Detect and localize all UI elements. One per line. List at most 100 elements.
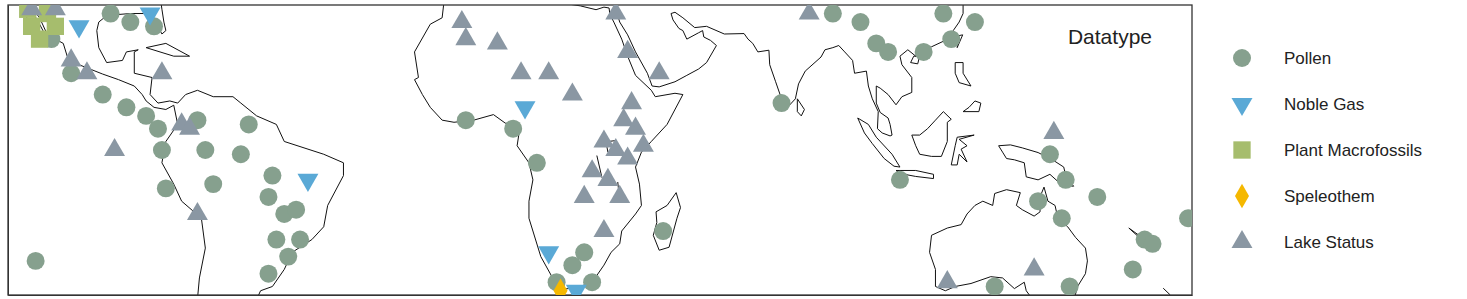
series-group: [554, 279, 568, 295]
coastline: [912, 112, 951, 157]
coastline: [963, 101, 981, 112]
site-marker: [605, 138, 626, 156]
site-marker: [582, 159, 603, 177]
site-marker: [1179, 209, 1192, 227]
site-marker: [455, 27, 476, 45]
site-marker: [773, 94, 791, 112]
site-marker: [45, 5, 66, 15]
coastline: [1163, 288, 1172, 295]
coastline: [146, 43, 189, 56]
site-marker: [232, 145, 250, 163]
legend-title: Datatype: [1068, 25, 1152, 48]
site-marker: [27, 252, 45, 270]
legend-marker: [1233, 141, 1250, 158]
site-marker: [179, 117, 200, 135]
site-marker: [942, 30, 960, 48]
site-marker: [613, 108, 634, 126]
coastline: [32, 7, 206, 295]
series-group: [69, 7, 587, 295]
site-marker: [562, 82, 583, 100]
coastline: [951, 135, 974, 165]
series-group: [27, 5, 1192, 295]
site-marker: [76, 61, 97, 79]
site-marker: [1088, 188, 1106, 206]
map-chart: Datatype Pollen Noble Gas Plant Macrofossil…: [0, 0, 1467, 299]
series-group: [21, 5, 1064, 288]
coastline: [97, 5, 344, 295]
site-marker: [593, 219, 614, 237]
y-axis: [8, 6, 9, 296]
site-marker: [457, 111, 475, 129]
site-marker: [104, 138, 125, 156]
legend-label: Pollen: [1284, 49, 1331, 68]
coastline: [955, 63, 971, 86]
coastlines: [20, 5, 1172, 295]
legend-marker: [1233, 49, 1251, 67]
site-marker: [609, 185, 630, 203]
site-marker: [1057, 171, 1075, 189]
site-marker: [117, 98, 135, 116]
site-marker: [528, 154, 546, 172]
site-marker: [240, 115, 258, 133]
site-marker: [187, 202, 208, 220]
site-marker: [879, 43, 897, 61]
site-marker: [574, 185, 595, 203]
site-marker: [891, 171, 909, 189]
site-marker: [799, 5, 820, 20]
legend-marker: [1232, 230, 1253, 248]
site-marker: [1144, 235, 1162, 253]
site-marker: [504, 120, 522, 138]
legend-label: Speleothem: [1284, 187, 1375, 206]
site-marker: [1029, 192, 1047, 210]
site-marker: [583, 273, 601, 291]
site-marker: [617, 40, 638, 58]
site-marker: [633, 134, 654, 152]
legend-label: Plant Macrofossils: [1284, 141, 1422, 160]
site-marker: [1041, 145, 1059, 163]
x-axis: [9, 295, 1193, 296]
data-points: [19, 5, 1192, 295]
site-marker: [824, 5, 842, 23]
coastline: [858, 118, 900, 167]
site-marker: [287, 201, 305, 219]
site-marker: [621, 91, 642, 109]
legend-label: Noble Gas: [1284, 95, 1364, 114]
site-marker: [934, 5, 952, 23]
site-marker: [575, 243, 593, 261]
site-marker: [1061, 277, 1079, 295]
plot-frame: [8, 5, 1192, 295]
site-marker: [566, 285, 587, 295]
site-marker: [69, 20, 90, 38]
site-marker: [259, 188, 277, 206]
site-marker: [851, 13, 869, 31]
site-marker: [649, 61, 670, 79]
site-marker: [259, 265, 277, 283]
site-marker: [263, 167, 281, 185]
site-marker: [538, 61, 559, 79]
site-marker: [102, 5, 120, 23]
site-marker: [149, 120, 167, 138]
site-marker: [196, 141, 214, 159]
site-marker: [515, 101, 536, 119]
site-marker: [1053, 209, 1071, 227]
site-marker: [204, 175, 222, 193]
site-marker: [267, 231, 285, 249]
coastline: [653, 193, 680, 251]
site-marker: [1124, 260, 1142, 278]
site-marker: [986, 277, 1004, 295]
legend-label: Lake Status: [1284, 233, 1374, 252]
site-marker: [554, 279, 568, 295]
site-marker: [605, 5, 626, 20]
site-marker: [937, 270, 958, 288]
site-marker: [140, 7, 161, 25]
site-marker: [1024, 257, 1045, 275]
site-marker: [593, 129, 614, 147]
site-marker: [915, 43, 933, 61]
coastline: [930, 235, 1035, 295]
site-marker: [61, 48, 82, 66]
coastline: [415, 5, 683, 290]
site-marker: [279, 248, 297, 266]
site-marker: [151, 61, 172, 79]
coastline: [618, 5, 963, 136]
legend-marker: [1235, 184, 1249, 208]
